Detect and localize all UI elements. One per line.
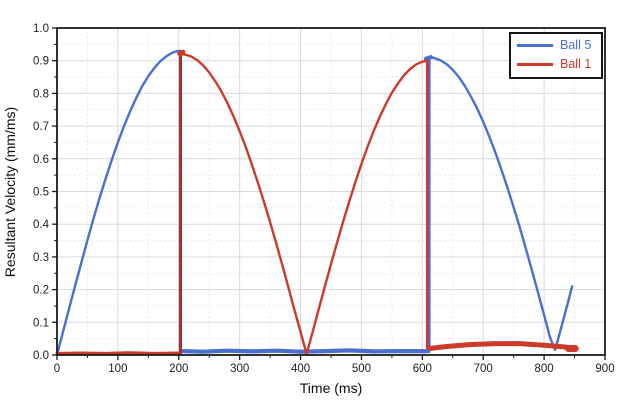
- y-tick-label: 0.0: [33, 350, 49, 362]
- x-axis-title: Time (ms): [300, 380, 362, 396]
- y-tick-label: 0.6: [33, 154, 49, 166]
- legend-label-ball-5: Ball 5: [560, 38, 592, 53]
- series-layer: [55, 49, 579, 357]
- series-line-ball-1: [427, 341, 578, 351]
- x-tick-label: 600: [413, 363, 432, 375]
- series-line-ball-5: [553, 285, 574, 351]
- legend-item-ball-1[interactable]: Ball 1: [517, 56, 595, 73]
- legend-line-sample-ball-5: [517, 44, 553, 47]
- y-tick-label: 0.5: [33, 187, 49, 199]
- y-tick-label: 0.8: [33, 88, 49, 100]
- grid-layer: [57, 28, 605, 355]
- x-tick-label: 900: [595, 363, 614, 375]
- series-line-ball-1: [55, 351, 182, 355]
- series-line-ball-5: [55, 49, 182, 357]
- series-line-ball-1: [305, 59, 429, 356]
- x-tick-label: 100: [108, 363, 127, 375]
- legend: Ball 5 Ball 1: [509, 32, 603, 79]
- x-tick-label: 0: [54, 363, 60, 375]
- x-tick-label: 700: [474, 363, 493, 375]
- series-line-ball-5: [428, 56, 557, 351]
- y-tick-label: 0.9: [33, 56, 49, 68]
- legend-item-ball-5[interactable]: Ball 5: [517, 37, 595, 54]
- x-tick-label: 400: [291, 363, 310, 375]
- y-tick-label: 0.7: [33, 121, 49, 133]
- series-line-ball-5: [179, 348, 431, 354]
- y-tick-label: 0.2: [33, 285, 49, 297]
- y-tick-label: 0.4: [33, 219, 50, 231]
- legend-line-sample-ball-1: [517, 63, 553, 66]
- x-tick-label: 300: [230, 363, 249, 375]
- y-tick-label: 0.3: [33, 252, 49, 264]
- x-tick-label: 800: [535, 363, 554, 375]
- series-line-ball-1: [177, 49, 186, 56]
- y-tick-label: 1.0: [33, 23, 49, 35]
- x-tick-label: 500: [352, 363, 371, 375]
- series-line-ball-1: [179, 53, 308, 356]
- y-axis-title: Resultant Velocity (mm/ms): [2, 107, 18, 277]
- x-tick-label: 200: [169, 363, 188, 375]
- axes-layer: 0 100 200 300 400 500 600 700 800 900 0.0 0.1 0.2 0.3…: [33, 23, 615, 375]
- legend-label-ball-1: Ball 1: [560, 57, 592, 72]
- y-tick-label: 0.1: [33, 317, 49, 329]
